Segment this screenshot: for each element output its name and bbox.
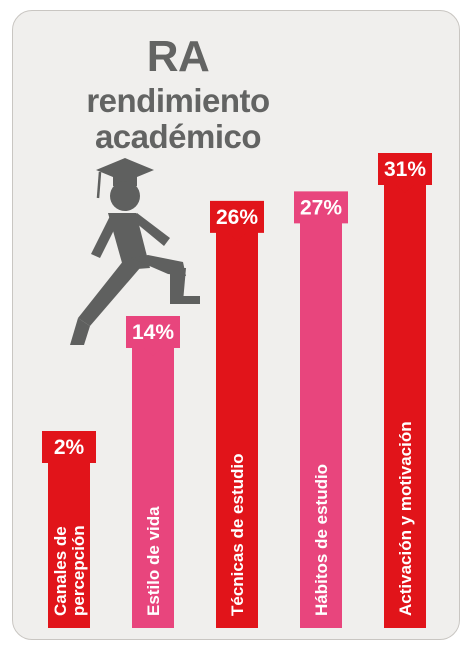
bars-layer: 2% Canales de percepción 14% Estilo de vida 2… — [42, 153, 432, 628]
bar — [300, 205, 342, 628]
data-label: 2% — [54, 436, 85, 459]
category-label: Canales de — [51, 526, 70, 616]
bar — [384, 167, 426, 628]
bar — [216, 214, 258, 628]
category-label: Técnicas de estudio — [228, 454, 247, 617]
category-label: percepción — [69, 525, 88, 616]
page-title: RA — [146, 32, 210, 81]
value-tag — [294, 191, 348, 232]
data-label: 27% — [300, 196, 342, 219]
page-subtitle: rendimiento académico — [86, 82, 270, 155]
bar — [48, 445, 90, 628]
value-tag — [378, 153, 432, 193]
data-label: 26% — [216, 206, 258, 229]
data-label: 14% — [132, 321, 174, 344]
category-label: Activación y motivación — [396, 421, 415, 616]
category-label: Hábitos de estudio — [312, 464, 331, 616]
graduate-climbing-icon — [70, 158, 200, 345]
data-label: 31% — [384, 158, 426, 181]
category-label: Estilo de vida — [144, 506, 163, 616]
value-tag — [126, 315, 180, 356]
value-tag — [210, 200, 264, 241]
value-tag — [42, 431, 96, 471]
bar — [132, 329, 174, 628]
